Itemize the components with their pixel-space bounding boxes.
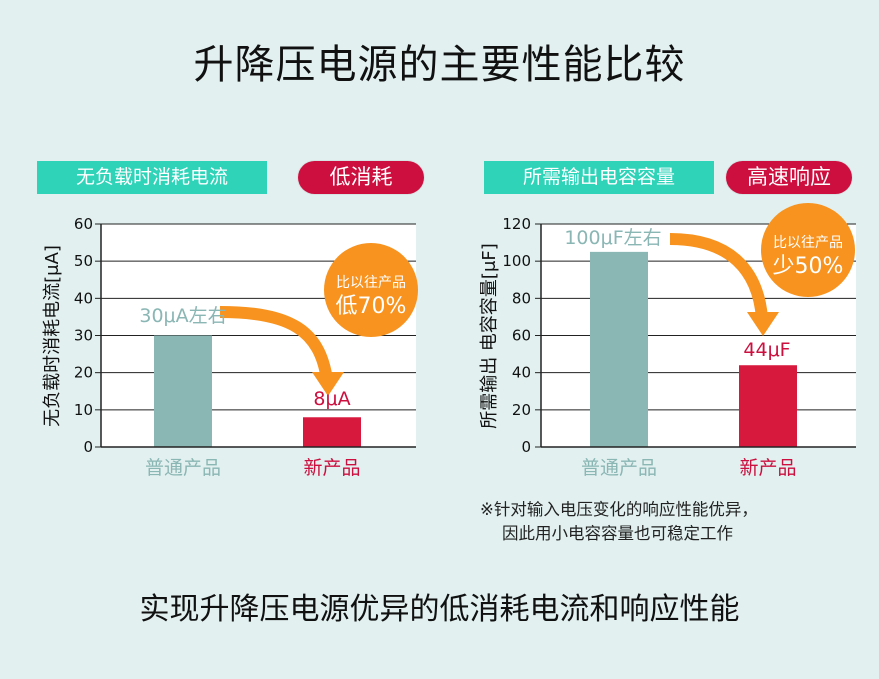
right-arrow-head	[747, 312, 779, 336]
left-chart-pill: 低消耗	[298, 161, 424, 194]
right-callout-line2: 少50%	[773, 254, 844, 279]
left-callout-line2: 低70%	[336, 294, 407, 319]
y-tick-label: 0	[521, 438, 531, 456]
left-new-value-label: 8μA	[313, 388, 350, 410]
left-y-axis-label: 无负载时消耗电流[μA]	[42, 245, 63, 427]
page-title: 升降压电源的主要性能比较	[193, 42, 686, 88]
y-tick-label: 30	[74, 327, 93, 345]
right-callout-circle	[761, 203, 855, 297]
x-category-label: 新产品	[739, 457, 796, 479]
right-normal-value-label: 100μF左右	[564, 227, 661, 249]
y-tick-label: 80	[512, 289, 531, 307]
right-chart-tag: 所需输出电容容量	[484, 161, 714, 194]
left-callout-line1: 比以往产品	[336, 275, 406, 291]
x-category-label: 普通产品	[145, 457, 221, 479]
y-tick-label: 40	[74, 289, 93, 307]
y-tick-label: 20	[74, 364, 93, 382]
left-normal-value-label: 30μA左右	[139, 305, 226, 327]
right-callout-line1: 比以往产品	[773, 235, 843, 251]
bar-normal-product	[590, 251, 648, 447]
bar-new-product	[739, 365, 797, 447]
x-category-label: 新产品	[303, 457, 360, 479]
right-chart-pill: 高速响应	[726, 161, 852, 194]
left-arrow-head	[312, 372, 344, 396]
footnote-line2: 因此用小电容容量也可稳定工作	[502, 524, 733, 543]
x-category-label: 普通产品	[581, 457, 657, 479]
y-tick-label: 60	[512, 327, 531, 345]
right-chart: 0 20 40 60 80 100 120 普通产品 新产品 所需输出 电容容量[μF] 10…	[479, 203, 856, 479]
left-callout-circle	[324, 243, 418, 337]
y-tick-label: 120	[502, 215, 531, 233]
bar-new-product	[303, 417, 361, 447]
y-tick-label: 100	[502, 252, 531, 270]
footnote-line1: ※针对输入电压变化的响应性能优异，	[480, 500, 758, 519]
footnote: ※针对输入电压变化的响应性能优异， 因此用小电容容量也可稳定工作	[480, 498, 758, 546]
left-arrow	[219, 306, 333, 381]
right-arrow	[669, 233, 768, 319]
y-tick-label: 60	[74, 215, 93, 233]
y-tick-label: 20	[512, 401, 531, 419]
y-tick-label: 40	[512, 364, 531, 382]
right-y-axis-label: 所需输出 电容容量[μF]	[479, 243, 500, 429]
footer-caption: 实现升降压电源优异的低消耗电流和响应性能	[139, 592, 740, 627]
bar-normal-product	[154, 335, 212, 447]
y-tick-label: 0	[83, 438, 93, 456]
left-chart-tag: 无负载时消耗电流	[37, 161, 267, 194]
y-tick-label: 50	[74, 252, 93, 270]
right-new-value-label: 44μF	[743, 339, 790, 361]
left-chart: 0 10 20 30 40 50 60 普通产品 新产品 无负载时消耗电流[μA] 30μA左…	[42, 215, 418, 479]
y-tick-label: 10	[74, 401, 93, 419]
